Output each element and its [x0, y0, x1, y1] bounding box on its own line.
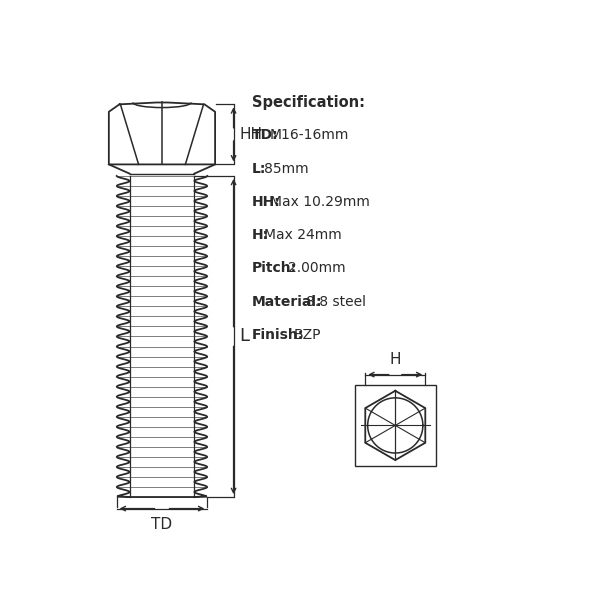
Text: 2.00mm: 2.00mm	[288, 262, 346, 275]
Text: TD: TD	[151, 517, 173, 532]
Text: L: L	[239, 328, 249, 346]
Text: L:: L:	[252, 161, 266, 176]
Text: 8.8 steel: 8.8 steel	[306, 295, 366, 308]
Text: HH:: HH:	[252, 195, 281, 209]
Text: M16-16mm: M16-16mm	[270, 128, 349, 142]
Text: 85mm: 85mm	[264, 161, 308, 176]
Text: TD:: TD:	[252, 128, 278, 142]
Text: Specification:: Specification:	[252, 95, 365, 110]
Text: HH: HH	[239, 127, 262, 142]
Text: Max 24mm: Max 24mm	[264, 228, 342, 242]
Text: Finish:: Finish:	[252, 328, 304, 342]
Text: H:: H:	[252, 228, 269, 242]
Text: Material:: Material:	[252, 295, 323, 308]
Text: H: H	[389, 352, 401, 367]
Text: Pitch:: Pitch:	[252, 262, 297, 275]
Text: Max 10.29mm: Max 10.29mm	[270, 195, 370, 209]
Text: BZP: BZP	[294, 328, 322, 342]
Bar	[355, 385, 436, 466]
